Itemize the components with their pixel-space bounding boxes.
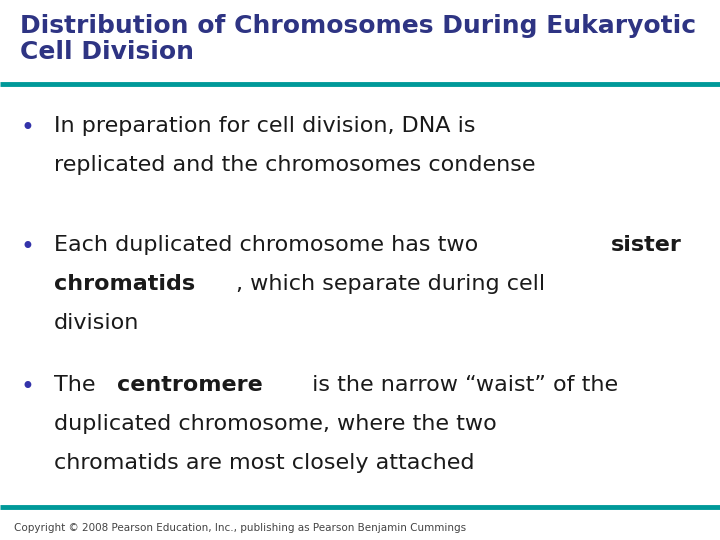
Text: sister: sister	[611, 235, 682, 255]
Text: , which separate during cell: , which separate during cell	[236, 274, 545, 294]
Text: Each duplicated chromosome has two: Each duplicated chromosome has two	[54, 235, 485, 255]
Text: division: division	[54, 313, 140, 333]
Text: Distribution of Chromosomes During Eukaryotic
Cell Division: Distribution of Chromosomes During Eukar…	[20, 14, 696, 64]
Text: •: •	[20, 375, 34, 399]
Text: The: The	[54, 375, 103, 395]
Text: •: •	[20, 235, 34, 259]
Text: Copyright © 2008 Pearson Education, Inc., publishing as Pearson Benjamin Cumming: Copyright © 2008 Pearson Education, Inc.…	[14, 523, 467, 533]
Text: •: •	[20, 116, 34, 140]
Text: duplicated chromosome, where the two: duplicated chromosome, where the two	[54, 414, 497, 434]
Text: replicated and the chromosomes condense: replicated and the chromosomes condense	[54, 155, 536, 175]
Text: centromere: centromere	[117, 375, 263, 395]
Text: chromatids: chromatids	[54, 274, 195, 294]
Text: is the narrow “waist” of the: is the narrow “waist” of the	[305, 375, 618, 395]
Text: chromatids are most closely attached: chromatids are most closely attached	[54, 453, 474, 473]
Text: In preparation for cell division, DNA is: In preparation for cell division, DNA is	[54, 116, 475, 136]
